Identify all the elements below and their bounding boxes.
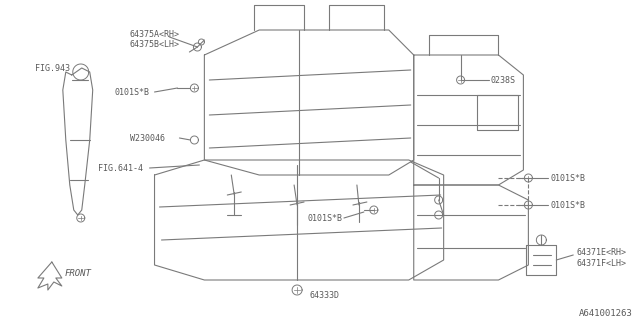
Text: 64371E<RH>: 64371E<RH> xyxy=(576,247,626,257)
Text: FIG.943: FIG.943 xyxy=(35,63,70,73)
Text: W230046: W230046 xyxy=(130,133,164,142)
Text: 0101S*B: 0101S*B xyxy=(550,173,586,182)
Text: 0101S*B: 0101S*B xyxy=(115,87,150,97)
Text: 64375B<LH>: 64375B<LH> xyxy=(130,39,180,49)
Text: FRONT: FRONT xyxy=(65,269,92,278)
Text: 64371F<LH>: 64371F<LH> xyxy=(576,259,626,268)
Text: 0238S: 0238S xyxy=(490,76,515,84)
Text: A641001263: A641001263 xyxy=(579,308,633,317)
Text: FIG.641-4: FIG.641-4 xyxy=(98,164,143,172)
Text: 64375A<RH>: 64375A<RH> xyxy=(130,29,180,38)
Text: 0101S*B: 0101S*B xyxy=(307,213,342,222)
Text: 64333D: 64333D xyxy=(309,291,339,300)
Text: 0101S*B: 0101S*B xyxy=(550,201,586,210)
